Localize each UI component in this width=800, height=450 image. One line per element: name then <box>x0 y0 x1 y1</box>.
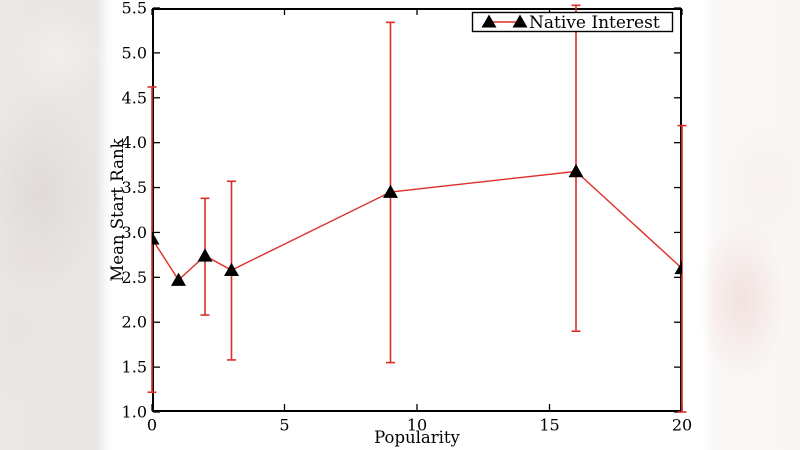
data-markers <box>152 163 682 286</box>
y-tick-label: 5.5 <box>122 0 147 18</box>
x-axis-label: Popularity <box>374 428 460 447</box>
triangle-marker <box>197 248 213 262</box>
x-tick-label: 15 <box>539 416 559 435</box>
x-tick-label: 10 <box>407 416 427 435</box>
y-tick-label: 2.5 <box>122 268 147 287</box>
triangle-marker <box>674 260 682 275</box>
triangle-marker <box>152 231 160 245</box>
legend-marker-icon <box>512 14 528 28</box>
triangle-marker <box>383 184 398 198</box>
y-tick-label: 5.0 <box>122 43 147 62</box>
y-tick-label: 3.5 <box>122 178 147 197</box>
y-tick-label: 4.5 <box>122 88 147 107</box>
triangle-marker <box>224 262 239 276</box>
legend: Native Interest <box>471 11 674 33</box>
y-tick-label: 1.0 <box>122 403 147 422</box>
triangle-marker <box>568 163 584 178</box>
x-tick-label: 20 <box>672 416 692 435</box>
legend-marker-icon <box>481 14 497 28</box>
y-axis-label: Mean Start Rank <box>108 137 127 281</box>
y-tick-label: 4.0 <box>122 133 147 152</box>
y-tick-label: 3.0 <box>122 223 147 242</box>
y-tick-label: 2.0 <box>122 313 147 332</box>
x-tick-label: 5 <box>279 416 289 435</box>
figure-canvas <box>112 0 700 450</box>
triangle-marker <box>171 272 186 286</box>
y-tick-label: 1.5 <box>122 358 147 377</box>
error-bars <box>147 4 687 413</box>
x-tick-label: 0 <box>147 416 157 435</box>
axis-ticks: 0 5 10 15 20 1.0 1.5 2.0 2.5 3.0 3.5 4.0 4.5 5.0 5.5 <box>122 0 693 435</box>
legend-label: Native Interest <box>529 13 660 33</box>
